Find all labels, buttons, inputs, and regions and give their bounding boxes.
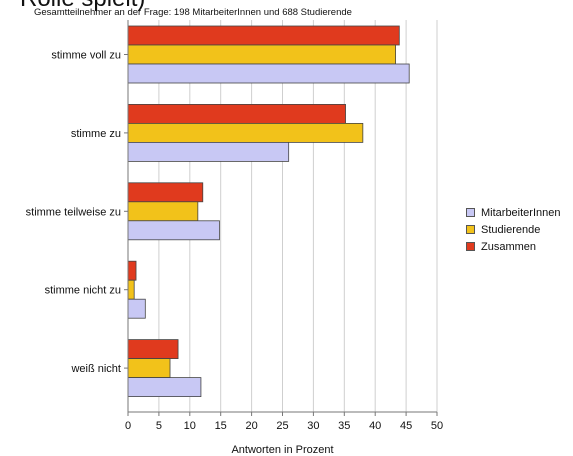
legend-swatch bbox=[466, 208, 475, 217]
legend-label: MitarbeiterInnen bbox=[481, 206, 561, 219]
bar-mitarbeiterinnen-0 bbox=[127, 63, 410, 84]
bar-zusammen-4 bbox=[127, 339, 179, 360]
bar-mitarbeiterinnen-2 bbox=[127, 220, 220, 241]
x-tick-label: 0 bbox=[125, 420, 131, 432]
x-axis-title: Antworten in Prozent bbox=[231, 444, 333, 456]
bar-mitarbeiterinnen-1 bbox=[127, 141, 290, 162]
category-label: stimme voll zu bbox=[51, 50, 121, 62]
chart-title: Rolle spielt) bbox=[20, 0, 145, 12]
legend-swatch bbox=[466, 242, 475, 251]
category-label: stimme teilweise zu bbox=[26, 206, 121, 218]
legend-item-zusammen: Zusammen bbox=[466, 238, 561, 255]
legend-swatch bbox=[466, 225, 475, 234]
bar-mitarbeiterinnen-3 bbox=[127, 298, 146, 319]
labels: 0 5 10 15 20 25 30 35 40 45 50 stimme voll zu stimme… bbox=[26, 50, 443, 433]
bars bbox=[127, 25, 410, 398]
bar-studierende-1 bbox=[127, 123, 364, 143]
category-label: stimme nicht zu bbox=[45, 285, 121, 297]
category-label: stimme zu bbox=[71, 128, 121, 140]
bar-studierende-2 bbox=[127, 201, 199, 222]
bar-zusammen-2 bbox=[127, 182, 204, 203]
legend: MitarbeiterInnen Studierende Zusammen bbox=[466, 204, 561, 255]
x-tick-label: 5 bbox=[156, 420, 162, 432]
bar-studierende-4 bbox=[127, 358, 171, 379]
legend-label: Studierende bbox=[481, 223, 541, 236]
bar-studierende-0 bbox=[127, 44, 396, 65]
bar-zusammen-3 bbox=[127, 260, 137, 281]
x-tick-label: 45 bbox=[400, 420, 412, 432]
bar-zusammen-1 bbox=[127, 104, 346, 124]
legend-item-mitarbeiterinnen: MitarbeiterInnen bbox=[466, 204, 561, 221]
x-tick-label: 50 bbox=[431, 420, 443, 432]
legend-label: Zusammen bbox=[481, 240, 537, 253]
bar-mitarbeiterinnen-4 bbox=[127, 377, 202, 398]
x-tick-label: 10 bbox=[184, 420, 196, 432]
x-tick-label: 35 bbox=[338, 420, 350, 432]
x-tick-label: 40 bbox=[369, 420, 381, 432]
x-tick-label: 25 bbox=[276, 420, 288, 432]
category-label: weiß nicht bbox=[70, 363, 121, 375]
axes bbox=[124, 20, 438, 416]
x-tick-label: 20 bbox=[245, 420, 257, 432]
x-tick-label: 30 bbox=[307, 420, 319, 432]
bar-studierende-3 bbox=[127, 279, 135, 300]
bar-zusammen-0 bbox=[127, 25, 400, 46]
chart-subtitle: Gesamtteilnehmer an der Frage: 198 Mitar… bbox=[34, 7, 352, 18]
legend-item-studierende: Studierende bbox=[466, 221, 561, 238]
x-tick-label: 15 bbox=[215, 420, 227, 432]
